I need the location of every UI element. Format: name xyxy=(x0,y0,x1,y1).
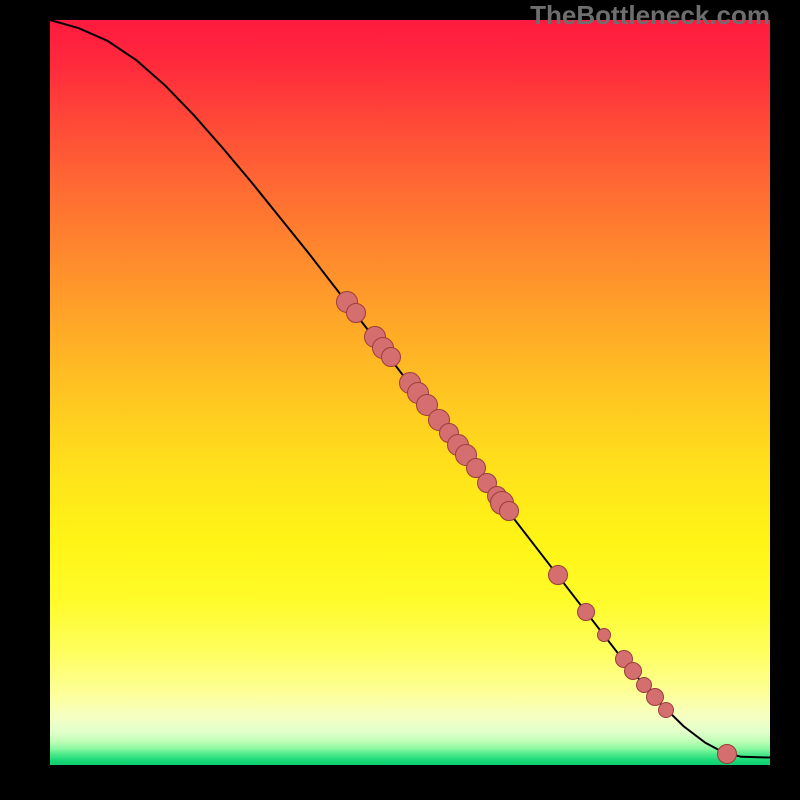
data-marker xyxy=(499,501,519,521)
plot-area xyxy=(50,20,770,765)
data-marker xyxy=(381,347,401,367)
watermark-text: TheBottleneck.com xyxy=(530,0,770,31)
data-marker xyxy=(346,303,366,323)
chart-frame: TheBottleneck.com xyxy=(0,0,800,800)
data-marker xyxy=(577,603,595,621)
data-marker xyxy=(658,702,674,718)
data-marker xyxy=(597,628,611,642)
data-marker xyxy=(717,744,737,764)
data-marker xyxy=(548,565,568,585)
